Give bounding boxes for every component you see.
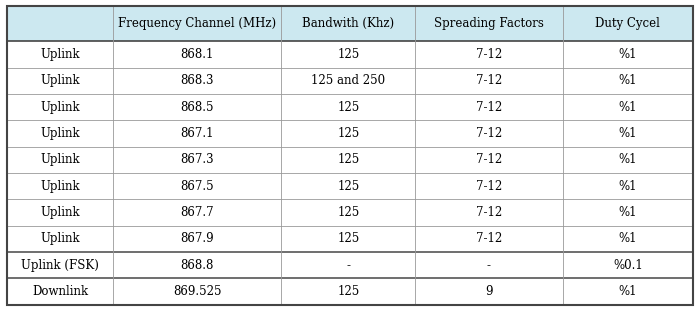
Text: 7-12: 7-12 <box>476 232 502 245</box>
Text: %1: %1 <box>619 285 637 298</box>
Text: Duty Cycel: Duty Cycel <box>596 17 660 30</box>
Text: %1: %1 <box>619 74 637 87</box>
Text: 125: 125 <box>337 127 359 140</box>
Text: 869.525: 869.525 <box>173 285 222 298</box>
Text: Uplink: Uplink <box>41 153 80 166</box>
Text: 7-12: 7-12 <box>476 180 502 193</box>
Text: %1: %1 <box>619 232 637 245</box>
Text: Uplink: Uplink <box>41 206 80 219</box>
Text: %1: %1 <box>619 206 637 219</box>
Bar <box>7 278 693 305</box>
Text: 868.8: 868.8 <box>181 259 214 272</box>
Bar <box>7 147 693 173</box>
Text: 868.1: 868.1 <box>181 48 214 61</box>
Text: 867.7: 867.7 <box>181 206 214 219</box>
Text: 125: 125 <box>337 180 359 193</box>
Bar <box>7 173 693 199</box>
Text: Downlink: Downlink <box>32 285 88 298</box>
Text: %1: %1 <box>619 101 637 114</box>
Text: -: - <box>346 259 350 272</box>
Text: Uplink: Uplink <box>41 232 80 245</box>
Text: 7-12: 7-12 <box>476 74 502 87</box>
Text: Uplink (FSK): Uplink (FSK) <box>21 259 99 272</box>
Text: Uplink: Uplink <box>41 180 80 193</box>
Text: %0.1: %0.1 <box>613 259 643 272</box>
Bar <box>7 6 693 41</box>
Text: Uplink: Uplink <box>41 101 80 114</box>
Text: 125: 125 <box>337 206 359 219</box>
Text: 7-12: 7-12 <box>476 206 502 219</box>
Text: 125: 125 <box>337 285 359 298</box>
Text: 9: 9 <box>485 285 493 298</box>
Text: 125: 125 <box>337 101 359 114</box>
Bar <box>7 94 693 120</box>
Text: Uplink: Uplink <box>41 127 80 140</box>
Text: 868.3: 868.3 <box>181 74 214 87</box>
Bar <box>7 252 693 278</box>
Text: 125: 125 <box>337 232 359 245</box>
Text: %1: %1 <box>619 180 637 193</box>
Text: 125 and 250: 125 and 250 <box>312 74 385 87</box>
Text: 867.1: 867.1 <box>181 127 214 140</box>
Text: Frequency Channel (MHz): Frequency Channel (MHz) <box>118 17 276 30</box>
Text: %1: %1 <box>619 48 637 61</box>
Text: 7-12: 7-12 <box>476 153 502 166</box>
Text: 868.5: 868.5 <box>181 101 214 114</box>
Text: 867.9: 867.9 <box>181 232 214 245</box>
Text: Uplink: Uplink <box>41 48 80 61</box>
Text: Spreading Factors: Spreading Factors <box>434 17 544 30</box>
Text: %1: %1 <box>619 153 637 166</box>
Bar <box>7 68 693 94</box>
Text: 7-12: 7-12 <box>476 101 502 114</box>
Text: 7-12: 7-12 <box>476 127 502 140</box>
Bar <box>7 41 693 68</box>
Bar <box>7 226 693 252</box>
Bar <box>7 120 693 147</box>
Text: %1: %1 <box>619 127 637 140</box>
Text: 125: 125 <box>337 153 359 166</box>
Text: 7-12: 7-12 <box>476 48 502 61</box>
Text: 867.3: 867.3 <box>181 153 214 166</box>
Text: -: - <box>487 259 491 272</box>
Text: Bandwith (Khz): Bandwith (Khz) <box>302 17 394 30</box>
Bar <box>7 199 693 226</box>
Text: 125: 125 <box>337 48 359 61</box>
Text: 867.5: 867.5 <box>181 180 214 193</box>
Text: Uplink: Uplink <box>41 74 80 87</box>
